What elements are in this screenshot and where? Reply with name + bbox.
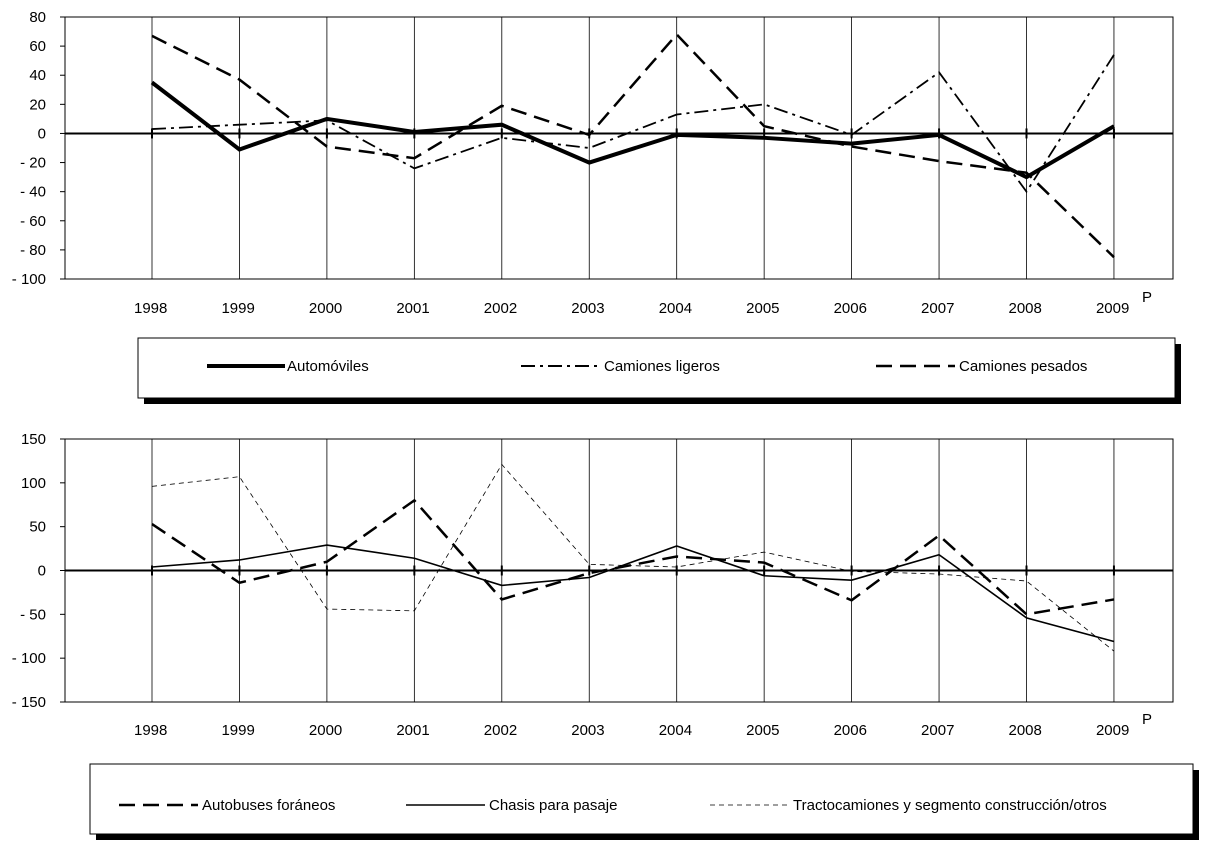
x-tick-label: 2003 — [571, 300, 604, 317]
y-tick-label: 20 — [29, 96, 46, 113]
legend-label-camiones-ligeros: Camiones ligeros — [604, 358, 720, 375]
y-tick-label: - 60 — [20, 213, 46, 230]
y-tick-label: - 50 — [20, 606, 46, 623]
x-tick-label: 2007 — [921, 722, 954, 739]
y-tick-label: - 40 — [20, 184, 46, 201]
x-tick-label: 2005 — [746, 722, 779, 739]
y-tick-label: 50 — [29, 519, 46, 536]
y-tick-label: 80 — [29, 9, 46, 26]
x-tick-label: 2000 — [309, 300, 342, 317]
legend-top: Automóviles Camiones ligeros Camiones pe… — [137, 337, 1181, 404]
x-tick-label: 2004 — [659, 300, 692, 317]
y-tick-label: 60 — [29, 38, 46, 55]
legend-bottom: Autobuses foráneos Chasis para pasaje Tr… — [89, 763, 1199, 840]
legend-label-autobuses: Autobuses foráneos — [202, 797, 335, 814]
x-tick-superscript: P — [1142, 289, 1152, 306]
series-line-2 — [151, 32, 1115, 259]
y-tick-label: - 20 — [20, 155, 46, 172]
legend-box-top — [137, 337, 1176, 399]
y-tick-label: 100 — [21, 475, 46, 492]
gridlines-top — [65, 17, 1173, 279]
x-tick-label: 1998 — [134, 300, 167, 317]
x-tick-label: 2007 — [921, 300, 954, 317]
series-top — [150, 32, 1115, 259]
x-tick-label: 2005 — [746, 300, 779, 317]
chart-top: 80 60 40 20 0 - 20 - 40 - 60 - 80 - 100 1998 1999 2… — [12, 9, 1181, 404]
x-tick-label: 2004 — [659, 722, 692, 739]
y-tick-label: 0 — [38, 563, 46, 580]
x-tick-label: 2008 — [1009, 722, 1042, 739]
x-tick-label: 2000 — [309, 722, 342, 739]
y-tick-label: 0 — [38, 125, 46, 142]
y-tick-label: - 100 — [12, 650, 46, 667]
gridlines-bottom — [65, 439, 1173, 702]
x-axis-top: 1998 1999 2000 2001 2002 2003 2004 2005 2006 2007… — [134, 289, 1152, 317]
y-tick-label: - 80 — [20, 242, 46, 259]
legend-label-tractocamiones: Tractocamiones y segmento construcción/o… — [793, 797, 1107, 814]
series-line-0 — [151, 498, 1115, 616]
x-tick-label: 1999 — [221, 300, 254, 317]
y-tick-label: - 150 — [12, 694, 46, 711]
x-tick-label: 2002 — [484, 300, 517, 317]
x-tick-label: 2009 — [1096, 722, 1129, 739]
x-tick-label: 2009 — [1096, 300, 1129, 317]
plot-area-top — [64, 16, 1174, 280]
series-line-2 — [151, 463, 1115, 652]
chart-bottom: 150 100 50 0 - 50 - 100 - 150 1998 1999 2000 2001… — [12, 431, 1199, 840]
x-tick-superscript: P — [1142, 711, 1152, 728]
x-tick-label: 1998 — [134, 722, 167, 739]
y-tick-label: 40 — [29, 67, 46, 84]
legend-label-chasis: Chasis para pasaje — [489, 797, 617, 814]
legend-label-automoviles: Automóviles — [287, 358, 369, 375]
x-axis-bottom: 1998 1999 2000 2001 2002 2003 2004 2005 2006 2007… — [134, 711, 1152, 739]
legend-label-camiones-pesados: Camiones pesados — [959, 358, 1087, 375]
y-axis-bottom: 150 100 50 0 - 50 - 100 - 150 — [12, 431, 65, 711]
x-tick-label: 2006 — [834, 722, 867, 739]
y-axis-top: 80 60 40 20 0 - 20 - 40 - 60 - 80 - 100 — [12, 9, 65, 288]
x-tick-label: 2006 — [834, 300, 867, 317]
legend-box-bottom — [89, 763, 1194, 835]
y-tick-label: - 100 — [12, 271, 46, 288]
y-tick-label: 150 — [21, 431, 46, 448]
series-line-0 — [150, 80, 1115, 180]
series-line-1 — [151, 544, 1115, 643]
x-tick-label: 2002 — [484, 722, 517, 739]
x-tick-label: 2003 — [571, 722, 604, 739]
x-tick-label: 2001 — [396, 722, 429, 739]
series-bottom — [151, 463, 1115, 652]
x-tick-label: 1999 — [221, 722, 254, 739]
x-tick-label: 2001 — [396, 300, 429, 317]
x-tick-label: 2008 — [1009, 300, 1042, 317]
